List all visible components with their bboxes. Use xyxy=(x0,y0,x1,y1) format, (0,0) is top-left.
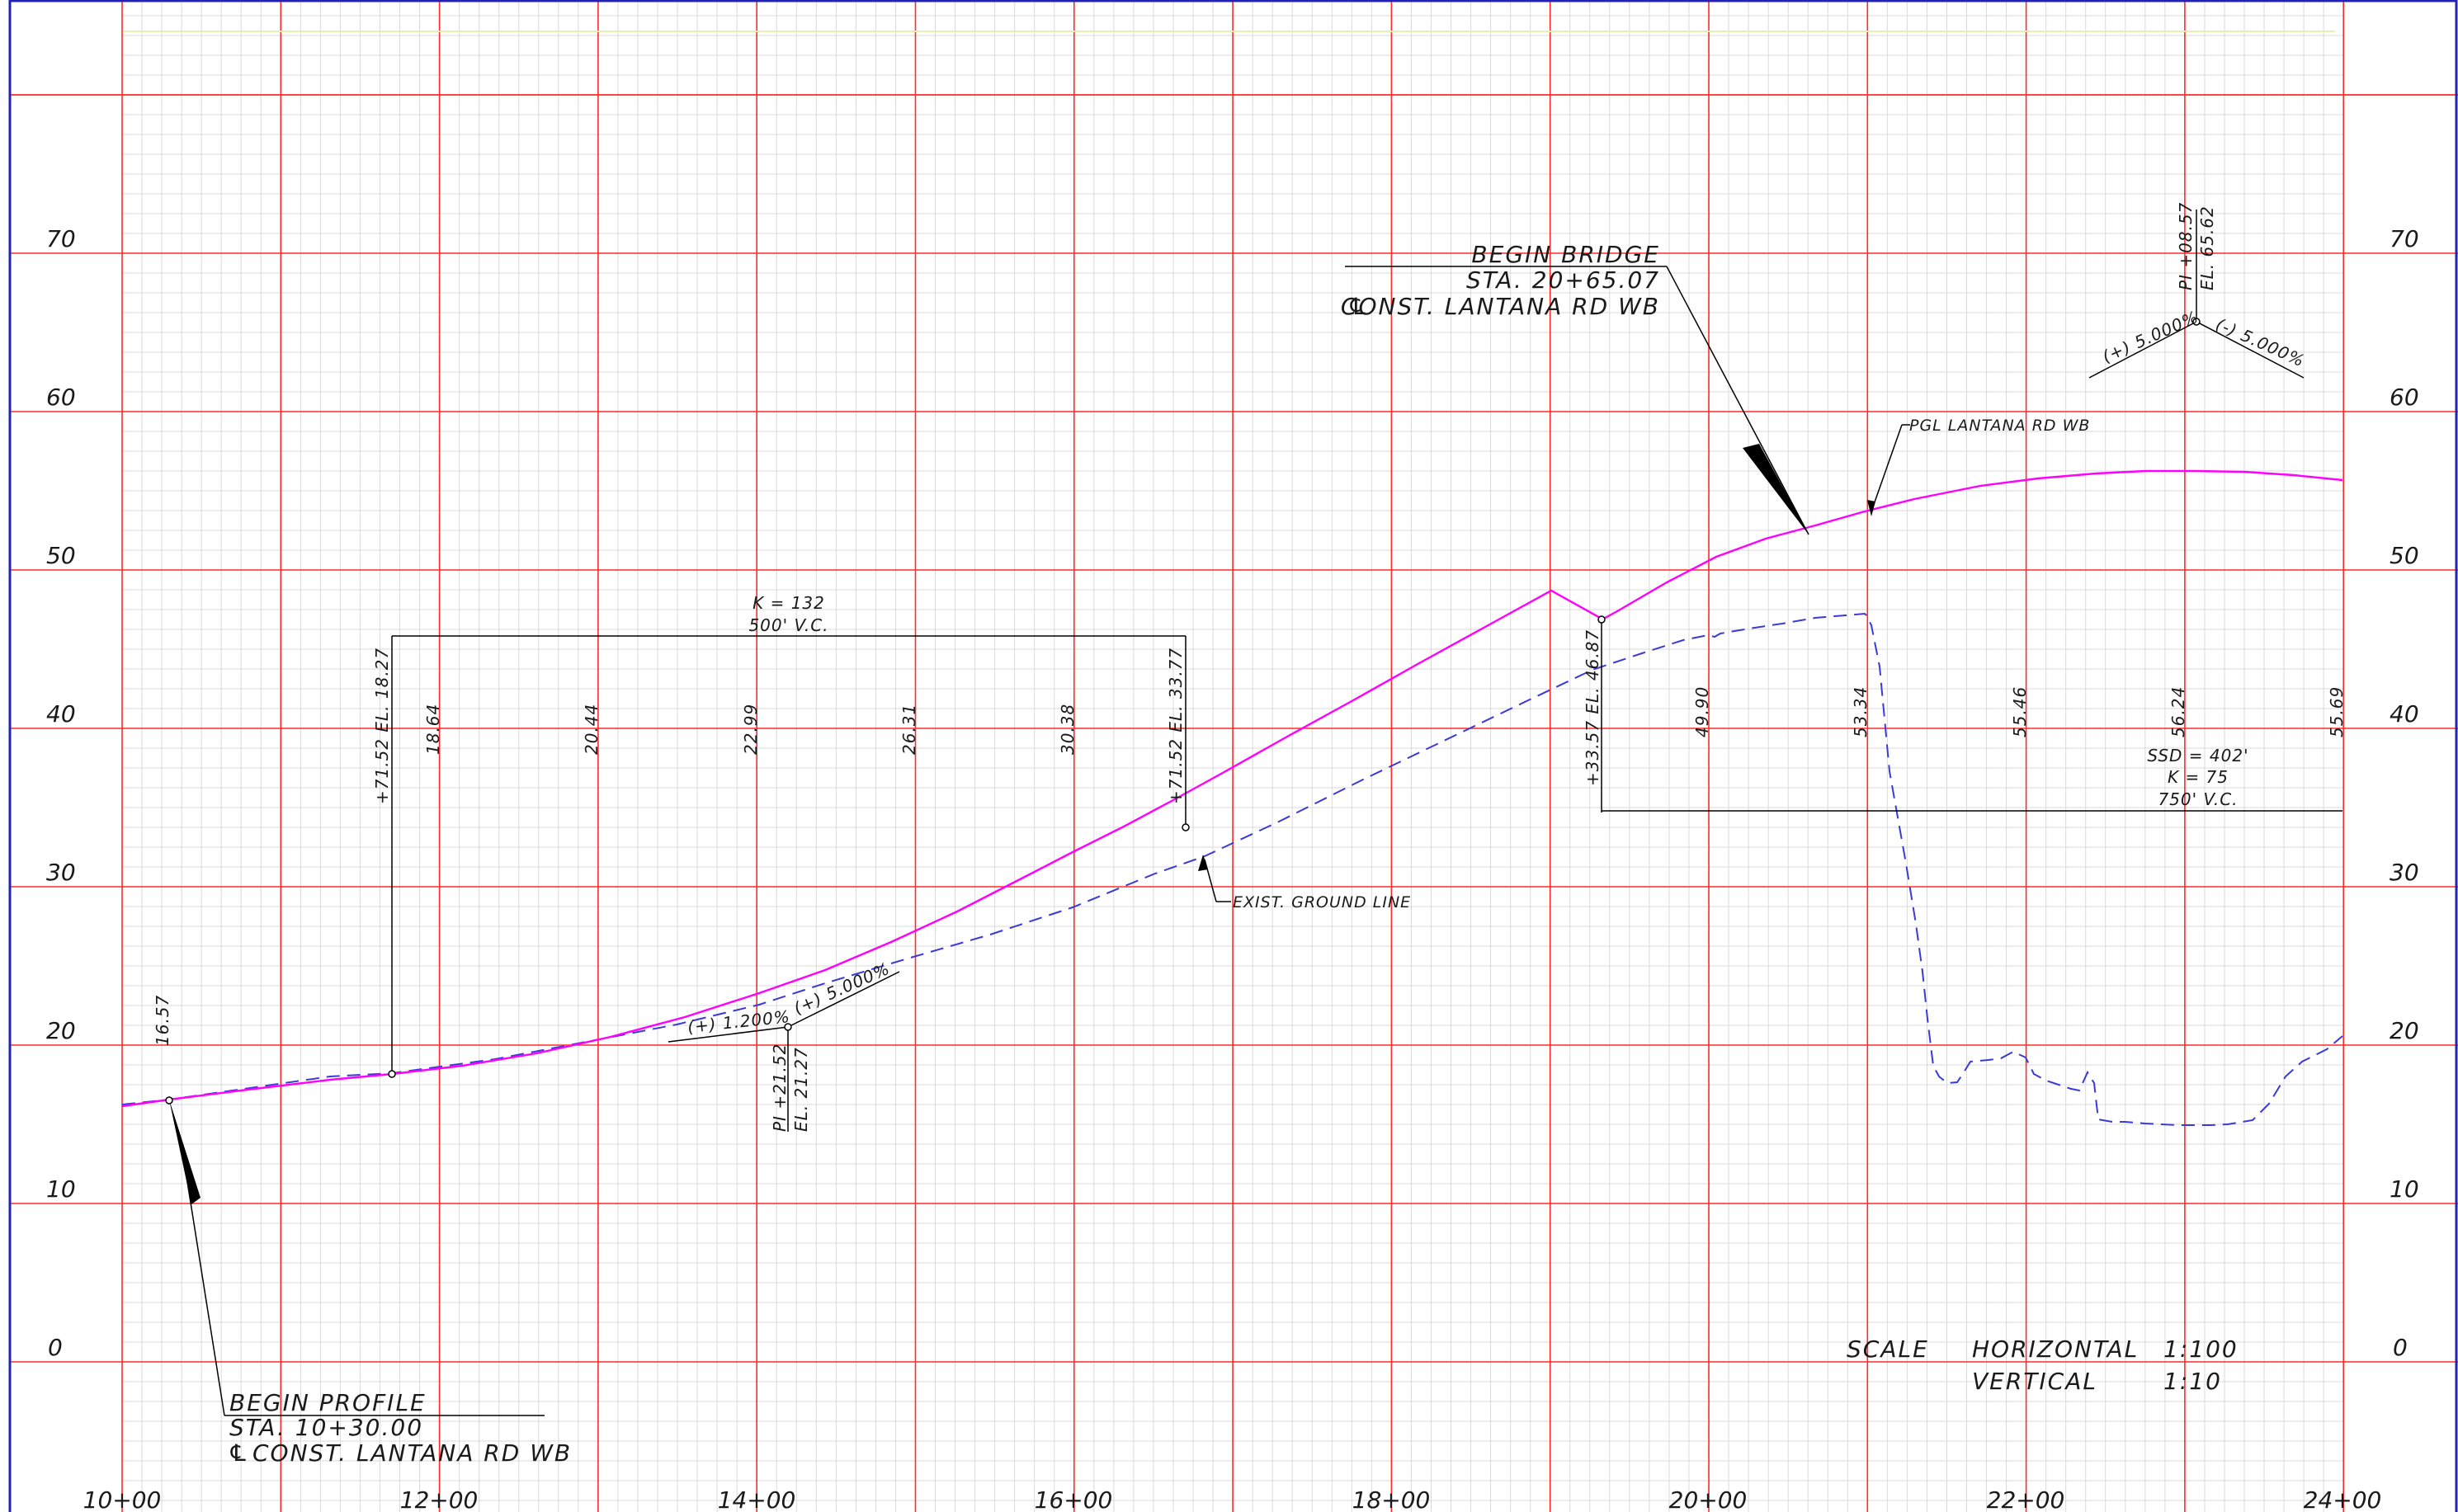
y-tick-label: 30 xyxy=(2390,859,2419,886)
grade-out-tangent xyxy=(787,971,900,1028)
begin-profile-arrowhead xyxy=(169,1100,201,1204)
begin-profile-callout: BEGIN PROFILE STA. 10+30.00 ℄ CONST. LAN… xyxy=(165,1096,572,1467)
pi-point xyxy=(2192,318,2201,326)
vc1-pi-elevation: EL. 21.27 xyxy=(791,1047,811,1132)
y-axis-left: 0 10 20 30 40 50 60 70 xyxy=(46,225,76,1361)
begin-profile-station: STA. 10+30.00 xyxy=(229,1414,423,1441)
vc1-evc-label: +71.52 EL. 33.77 xyxy=(1166,648,1186,804)
bvc-point xyxy=(388,1070,396,1078)
elevation-label: 55.69 xyxy=(2327,686,2347,737)
y-tick-label: 70 xyxy=(2390,225,2419,252)
grade-in-tangent xyxy=(668,1026,789,1043)
y-tick-label: 40 xyxy=(2390,700,2419,728)
centerline-symbol: ℄ xyxy=(1347,293,1370,320)
y-tick-label: 70 xyxy=(46,225,76,252)
vc2-k-label: K = 75 xyxy=(2168,767,2229,787)
begin-bridge-arrowhead xyxy=(1743,444,1809,535)
scale-vertical-value: 1:10 xyxy=(2163,1368,2222,1395)
y-tick-label: 0 xyxy=(2393,1334,2408,1361)
begin-profile-title: BEGIN PROFILE xyxy=(229,1389,427,1416)
x-tick-label: 22+00 xyxy=(1987,1486,2065,1512)
scale-block: SCALE HORIZONTAL 1:100 VERTICAL 1:10 xyxy=(1847,1335,2239,1395)
y-tick-label: 20 xyxy=(2390,1017,2419,1044)
elevation-label: 56.24 xyxy=(2168,686,2188,737)
vc2-pi-elevation: EL. 65.62 xyxy=(2197,205,2217,290)
elevation-label: 18.64 xyxy=(423,704,443,755)
elevation-label: 16.57 xyxy=(153,995,172,1046)
vc2-bvc-label: +33.57 EL. 46.87 xyxy=(1583,629,1602,786)
vc2-length-label: 750' V.C. xyxy=(2158,789,2238,809)
leader-line xyxy=(1666,266,1809,535)
elevation-label: 20.44 xyxy=(582,704,602,755)
y-tick-label: 40 xyxy=(46,700,76,728)
proposed-grade-line xyxy=(121,469,2343,1108)
scale-horizontal-label: HORIZONTAL xyxy=(1972,1335,2139,1363)
vc1-bvc-label: +71.52 EL. 18.27 xyxy=(372,648,392,804)
leader-line xyxy=(185,1171,225,1416)
x-tick-label: 10+00 xyxy=(83,1486,162,1512)
scale-horizontal-value: 1:100 xyxy=(2163,1335,2239,1363)
y-tick-label: 60 xyxy=(46,384,76,411)
begin-profile-point xyxy=(165,1096,173,1105)
begin-bridge-title: BEGIN BRIDGE xyxy=(1471,241,1660,268)
pgl-callout: PGL LANTANA RD WB xyxy=(1867,417,2090,516)
y-axis-right: 0 10 20 30 40 50 60 70 xyxy=(2390,225,2419,1361)
x-tick-label: 20+00 xyxy=(1669,1486,1748,1512)
elevation-label: 26.31 xyxy=(899,704,919,755)
begin-bridge-station: STA. 20+65.07 xyxy=(1466,266,1660,294)
begin-bridge-callout: BEGIN BRIDGE STA. 20+65.07 ℄ CONST. LANT… xyxy=(1341,241,1809,535)
elevation-label: 55.46 xyxy=(2010,686,2030,737)
major-grid xyxy=(10,0,2458,1512)
pgl-label: PGL LANTANA RD WB xyxy=(1909,417,2090,435)
elevation-labels: 16.57 18.64 20.44 22.99 26.31 30.38 49.9… xyxy=(153,686,2347,1046)
elevation-label: 22.99 xyxy=(741,704,761,755)
grade-in-tangent xyxy=(2088,321,2197,379)
sheet-border xyxy=(8,0,2458,1512)
bvc-point xyxy=(1597,615,1606,624)
vc1-length-label: 500' V.C. xyxy=(748,615,828,635)
pgl-arrowhead xyxy=(1867,500,1875,516)
y-tick-label: 10 xyxy=(46,1175,76,1203)
elevation-label: 49.90 xyxy=(1692,686,1712,737)
y-tick-label: 50 xyxy=(46,542,76,569)
pi-point xyxy=(784,1023,792,1031)
y-tick-label: 20 xyxy=(46,1017,76,1044)
grade-out-tangent xyxy=(2196,321,2305,379)
y-tick-label: 0 xyxy=(48,1334,63,1361)
elevation-label: 53.34 xyxy=(1851,686,1871,737)
begin-profile-centerline: CONST. LANTANA RD WB xyxy=(252,1439,572,1467)
scale-vertical-label: VERTICAL xyxy=(1972,1368,2097,1395)
y-tick-label: 60 xyxy=(2390,384,2419,411)
x-tick-label: 18+00 xyxy=(1352,1486,1431,1512)
x-tick-label: 14+00 xyxy=(718,1486,796,1512)
vc2-ssd-label: SSD = 402' xyxy=(2147,746,2248,765)
x-axis: 10+00 12+00 14+00 16+00 18+00 20+00 22+0… xyxy=(83,1486,2382,1512)
leader-line xyxy=(1871,424,1903,512)
vc2-pi-station: PI +08.57 xyxy=(2176,202,2196,290)
vc1-k-label: K = 132 xyxy=(752,593,825,613)
centerline-symbol: ℄ xyxy=(228,1439,250,1467)
begin-bridge-centerline: CONST. LANTANA RD WB xyxy=(1341,293,1660,320)
evc-point xyxy=(1182,823,1190,831)
ground-callout: EXIST. GROUND LINE xyxy=(1198,855,1411,911)
y-tick-label: 10 xyxy=(2390,1175,2419,1203)
scale-title: SCALE xyxy=(1847,1335,1929,1363)
elevation-label: 30.38 xyxy=(1058,704,1078,755)
y-tick-label: 30 xyxy=(46,859,76,886)
x-tick-label: 16+00 xyxy=(1035,1486,1113,1512)
x-tick-label: 24+00 xyxy=(2304,1486,2382,1512)
ground-label: EXIST. GROUND LINE xyxy=(1233,893,1411,911)
x-tick-label: 12+00 xyxy=(400,1486,479,1512)
vc1-pi-station: PI +21.52 xyxy=(770,1043,790,1132)
y-tick-label: 50 xyxy=(2390,542,2419,569)
ground-arrowhead xyxy=(1198,855,1208,871)
